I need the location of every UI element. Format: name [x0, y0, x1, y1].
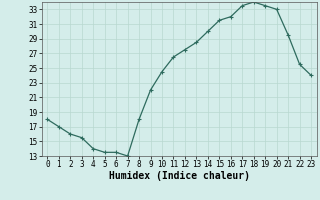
X-axis label: Humidex (Indice chaleur): Humidex (Indice chaleur)	[109, 171, 250, 181]
